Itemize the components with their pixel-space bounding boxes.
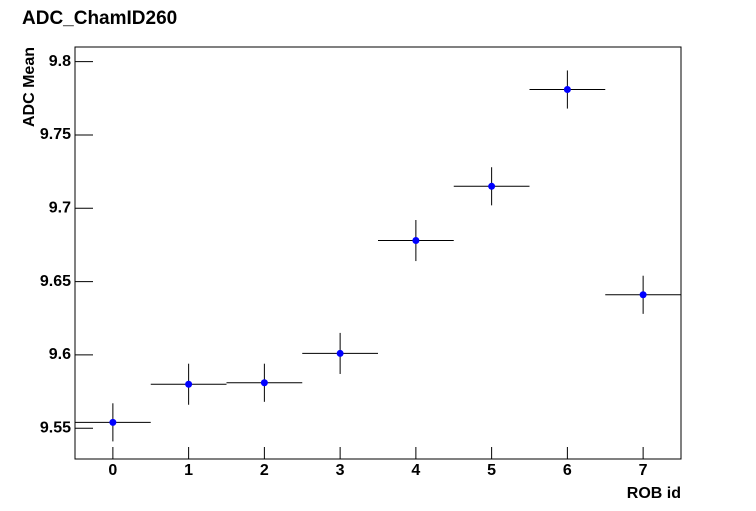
y-tick-label: 9.55 bbox=[40, 419, 71, 436]
x-tick-label: 1 bbox=[184, 462, 193, 479]
x-tick-label: 4 bbox=[411, 462, 420, 479]
y-tick-label: 9.8 bbox=[49, 53, 71, 70]
plot-frame bbox=[74, 46, 682, 460]
chart-title: ADC_ChamID260 bbox=[22, 8, 177, 29]
x-tick-label: 0 bbox=[108, 462, 117, 479]
x-axis-label: ROB id bbox=[627, 485, 681, 502]
data-point bbox=[488, 182, 496, 190]
x-tick-label: 3 bbox=[336, 462, 345, 479]
y-tick-label: 9.6 bbox=[49, 346, 71, 363]
data-point bbox=[260, 379, 268, 387]
y-tick-label: 9.75 bbox=[40, 126, 71, 143]
y-tick-label: 9.7 bbox=[49, 199, 71, 216]
data-point bbox=[563, 86, 571, 94]
y-axis-label: ADC Mean bbox=[21, 47, 38, 127]
x-tick-label: 6 bbox=[563, 462, 572, 479]
data-point bbox=[336, 349, 344, 357]
x-tick-label: 2 bbox=[260, 462, 269, 479]
y-tick-label: 9.65 bbox=[40, 273, 71, 290]
data-point bbox=[639, 291, 647, 299]
x-tick-label: 5 bbox=[487, 462, 496, 479]
data-point bbox=[109, 418, 117, 426]
data-point bbox=[412, 237, 420, 245]
x-tick-label: 7 bbox=[639, 462, 648, 479]
data-point bbox=[185, 380, 193, 388]
